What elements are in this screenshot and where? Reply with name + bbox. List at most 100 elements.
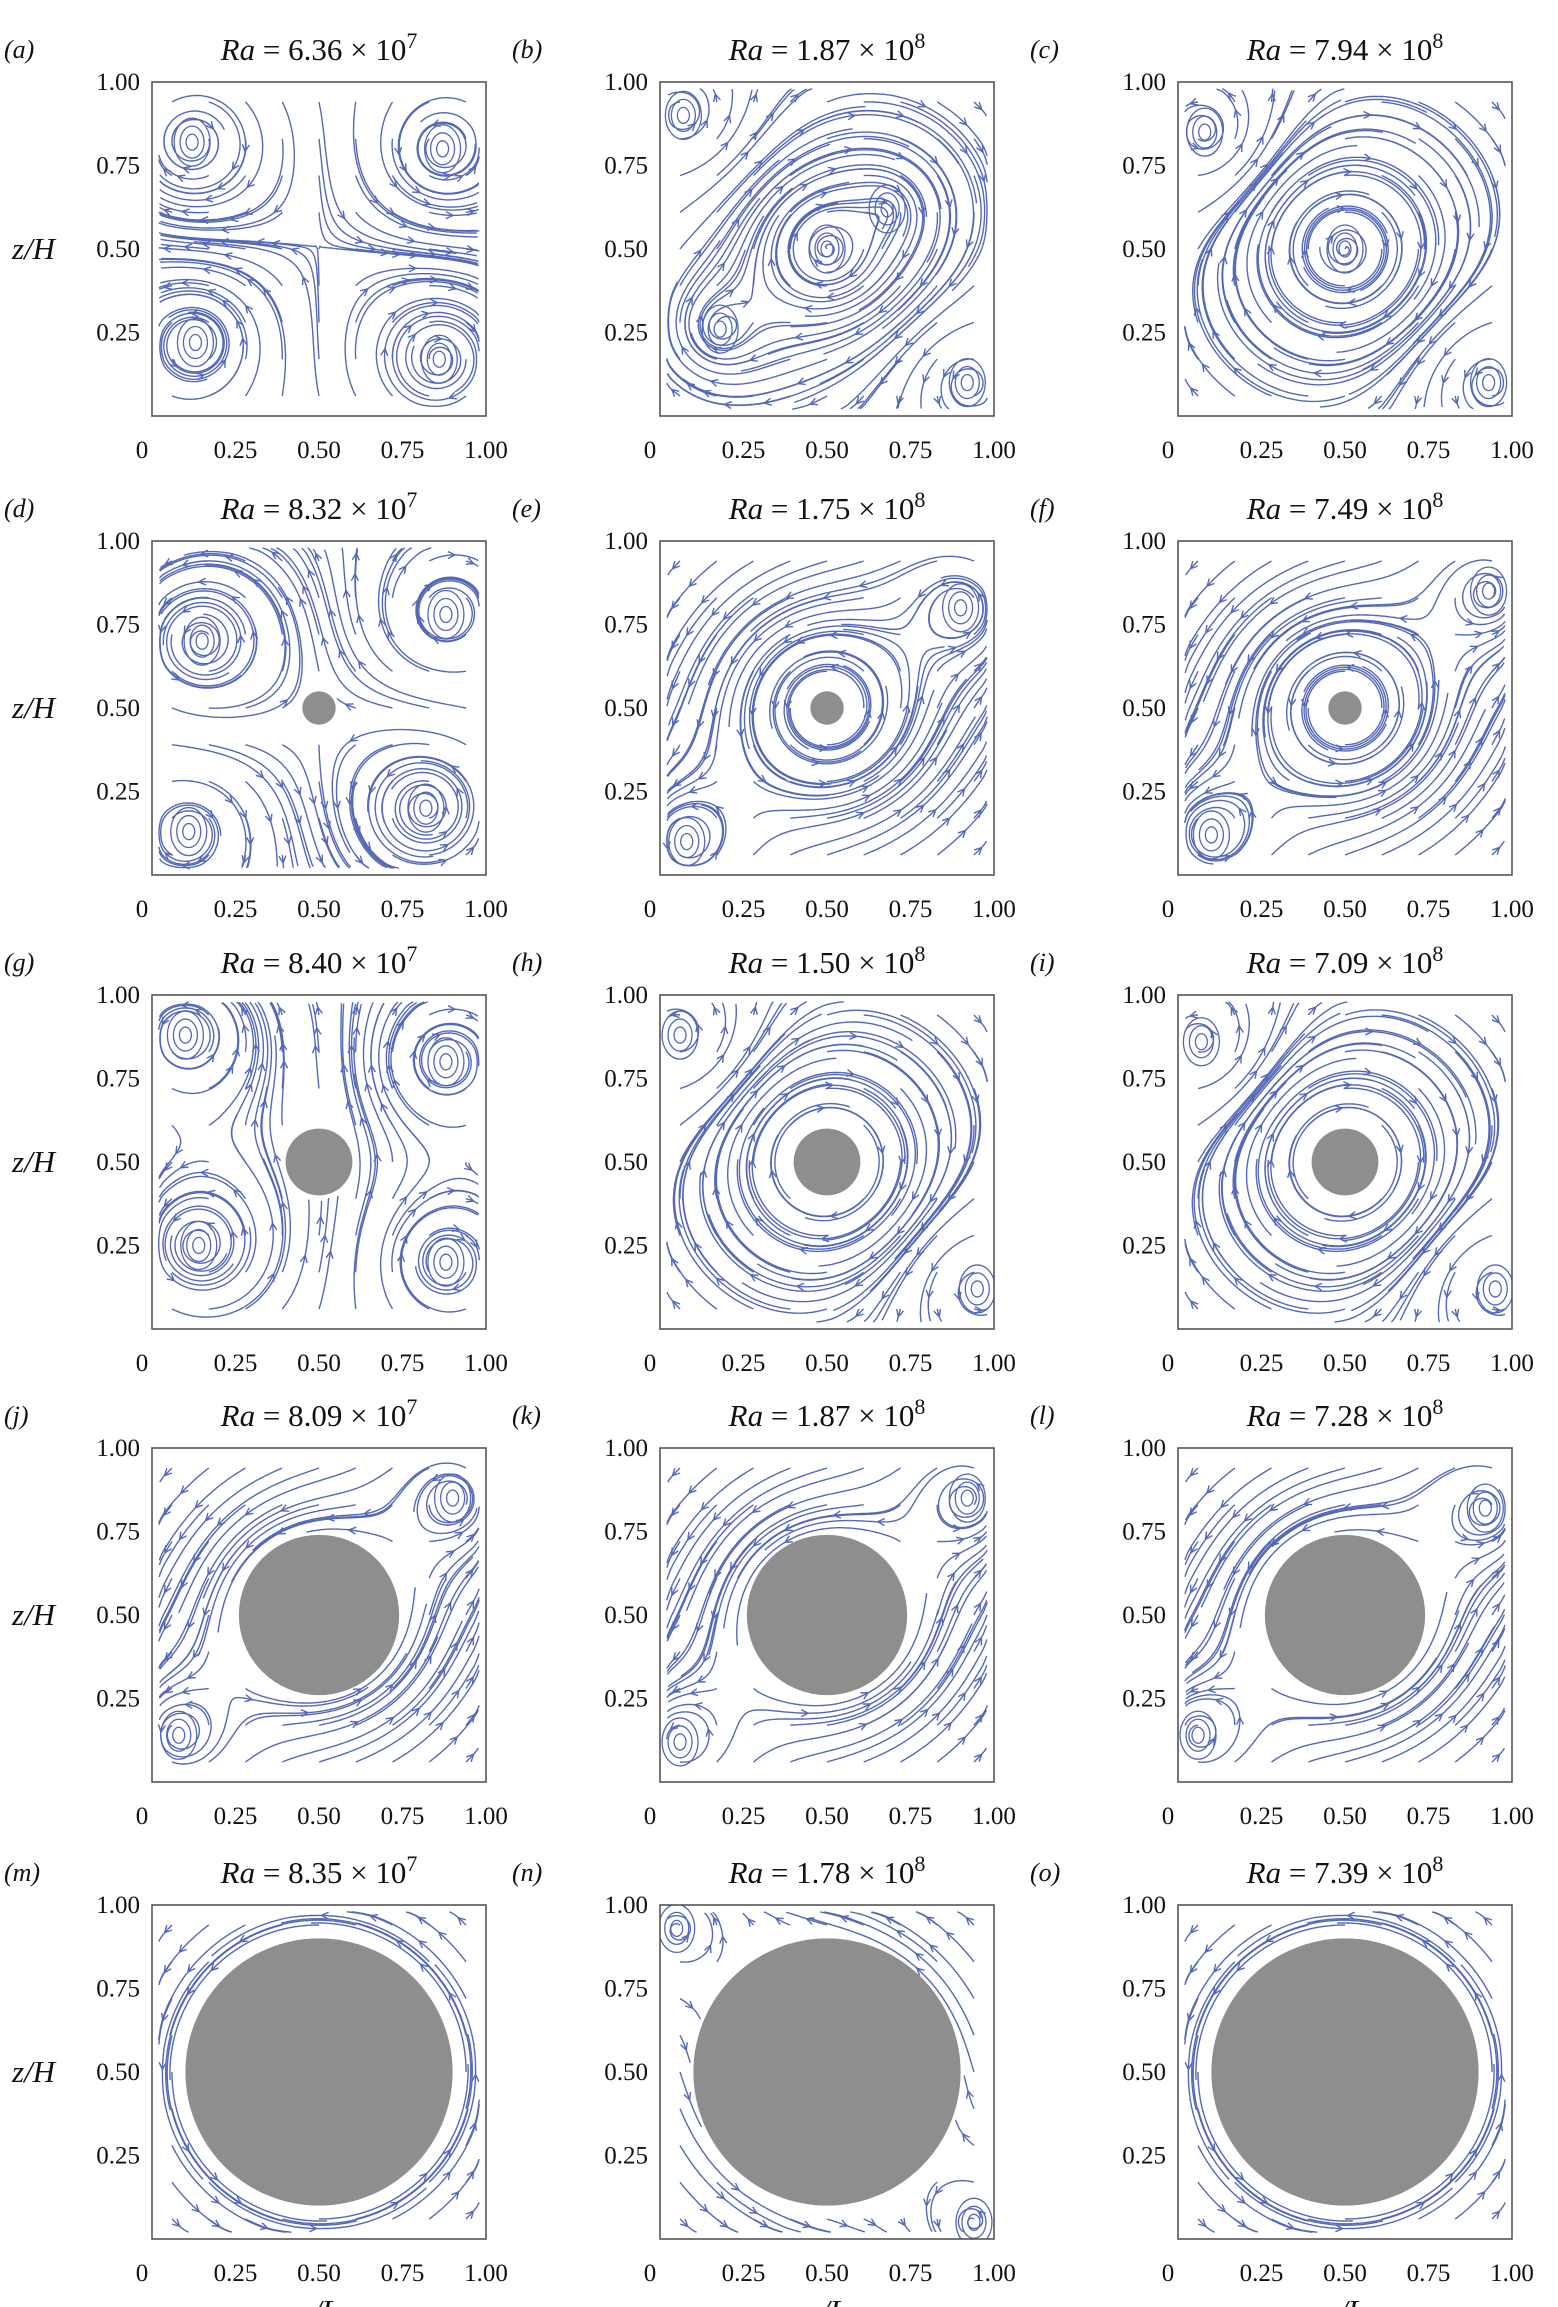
y-tick-label: 0.50	[96, 695, 140, 722]
streamline	[789, 716, 977, 856]
streamline-arrow	[244, 1694, 254, 1703]
streamline-arrow	[320, 800, 329, 810]
streamline-arrow	[947, 645, 958, 654]
streamline-arrow	[698, 654, 706, 665]
streamline	[1184, 1924, 1199, 1942]
streamline-arrow	[340, 1063, 349, 1073]
vortex-ring	[195, 632, 209, 650]
streamline	[245, 744, 326, 868]
streamline-arrow	[1228, 1607, 1237, 1617]
streamline-arrow	[1491, 846, 1501, 856]
streamline-arrow	[881, 1290, 890, 1300]
streamline-arrow	[381, 586, 390, 596]
x-tick-label: 0.50	[1323, 1803, 1367, 1830]
streamline-arrow	[937, 716, 945, 726]
vortex-ring	[948, 1473, 986, 1523]
streamline-arrow	[752, 1538, 762, 1547]
panel-label: (o)	[1030, 1858, 1060, 1887]
panel-title: Ra = 7.94 × 108	[1246, 28, 1444, 67]
vortex-ring	[172, 1018, 199, 1052]
panel-label: (g)	[4, 948, 34, 977]
streamline-arrow	[1219, 255, 1228, 265]
vortex-ring	[808, 224, 846, 274]
streamline-arrow	[1492, 1676, 1501, 1686]
y-tick-label: 0.25	[1122, 1233, 1166, 1260]
streamline-arrow	[1188, 1507, 1198, 1517]
vortex-ring	[1179, 1710, 1217, 1760]
streamline-arrow	[239, 809, 248, 820]
panel-label: (b)	[512, 35, 542, 64]
streamline-arrow	[795, 1282, 805, 1291]
title-mantissa: 7.09	[1314, 945, 1368, 980]
streamline-arrow	[178, 1531, 187, 1541]
streamline-arrow	[1213, 1964, 1222, 1974]
streamline-arrow	[919, 278, 928, 288]
streamline-arrow	[454, 174, 464, 183]
panel-label: (c)	[1030, 35, 1059, 64]
streamline	[161, 266, 246, 287]
vortex-ring	[166, 1010, 205, 1060]
vortex-ring	[1194, 1033, 1209, 1051]
streamline-arrow	[216, 182, 226, 190]
vortex-ring	[676, 106, 691, 125]
streamline-arrow	[896, 1226, 905, 1235]
streamline-arrow	[251, 1043, 260, 1053]
streamline-arrow	[434, 334, 443, 343]
streamline-arrow	[1312, 369, 1322, 378]
x-tick-label: 0.25	[722, 1803, 766, 1830]
x-tick-label: 0	[644, 2260, 657, 2287]
streamline-arrow	[163, 1925, 173, 1934]
streamline-arrow	[302, 584, 310, 595]
streamline-arrow	[800, 1709, 810, 1718]
streamline-arrow	[671, 1299, 681, 1309]
streamline	[871, 1911, 901, 1926]
streamline	[1381, 727, 1506, 856]
streamline-arrow	[904, 337, 914, 347]
streamline-arrow	[411, 1707, 421, 1716]
x-tick-label: 0.25	[214, 1803, 258, 1830]
streamline-arrow	[1210, 1029, 1218, 1039]
vortex-ring	[182, 325, 209, 360]
x-tick-label: 1.00	[1490, 896, 1534, 923]
title-mantissa: 7.28	[1314, 1398, 1368, 1433]
streamline-arrow	[1190, 1618, 1199, 1629]
streamline-arrow	[1268, 776, 1278, 785]
y-tick-label: 0.50	[1122, 695, 1166, 722]
streamline-arrow	[877, 1145, 886, 1155]
streamline-arrow	[338, 648, 346, 659]
streamline-arrow	[1213, 1619, 1222, 1630]
streamline	[352, 781, 395, 869]
axes-frame	[659, 994, 995, 1330]
streamline-arrow	[255, 770, 265, 779]
streamline-arrow	[269, 1221, 278, 1231]
streamline-arrow	[1475, 1647, 1483, 1657]
streamline-arrow	[1471, 1557, 1481, 1565]
streamline	[318, 1198, 330, 1273]
title-variable: Ra	[1246, 1855, 1281, 1890]
y-tick-label: 1.00	[604, 69, 648, 96]
streamline-arrow	[1236, 1962, 1245, 1972]
streamline-arrow	[180, 1579, 189, 1589]
streamline-arrow	[244, 304, 254, 314]
streamline-arrow	[1448, 280, 1457, 290]
streamline-arrow	[204, 194, 214, 203]
streamline-arrow	[798, 183, 809, 192]
streamline-arrow	[187, 1964, 196, 1974]
x-tick-label: 0	[1162, 437, 1175, 464]
title-exponent: 8	[1432, 28, 1443, 53]
streamline-arrow	[974, 1713, 984, 1723]
vortex-ring	[1192, 115, 1218, 149]
x-tick-label: 1.00	[972, 896, 1016, 923]
streamline-arrow	[162, 281, 173, 290]
streamline-arrow	[194, 1500, 204, 1509]
streamline-arrow	[1399, 1290, 1408, 1300]
streamline-arrow	[1212, 1986, 1221, 1996]
streamline-arrow	[1203, 786, 1213, 794]
streamline-arrow	[716, 261, 726, 272]
y-tick-label: 0.75	[1122, 1066, 1166, 1093]
streamline-arrow	[451, 1223, 461, 1232]
x-tick-label: 0.75	[889, 896, 933, 923]
streamline-arrow	[952, 703, 961, 713]
streamline-arrow	[1257, 1046, 1266, 1056]
streamline-arrow	[1476, 1540, 1486, 1549]
